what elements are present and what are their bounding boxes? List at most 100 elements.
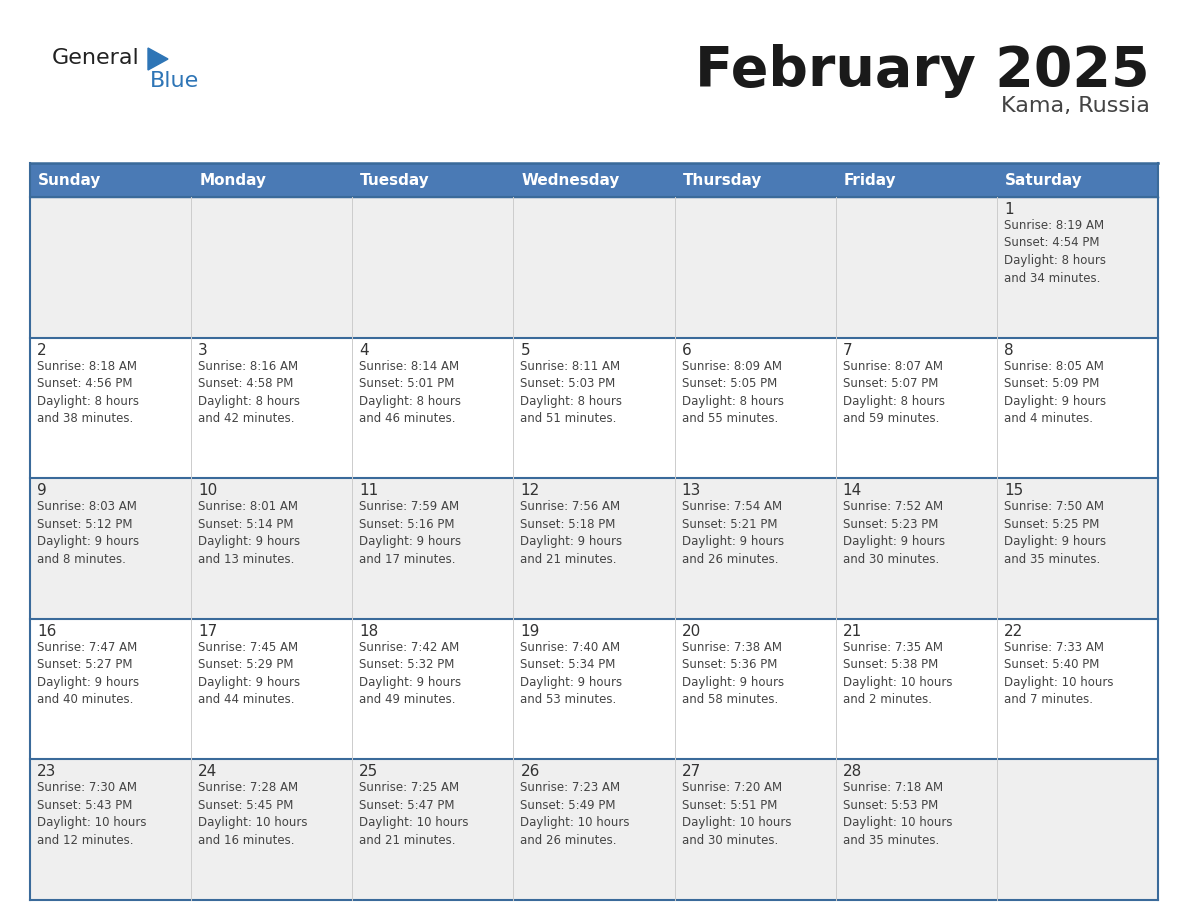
Text: 21: 21 (842, 624, 862, 639)
Bar (353, 759, 513, 900)
Text: 2: 2 (37, 342, 46, 358)
Text: 12: 12 (520, 483, 539, 498)
Text: 15: 15 (1004, 483, 1023, 498)
Bar (997, 197, 1158, 338)
Bar (513, 759, 675, 900)
Text: Sunrise: 7:25 AM
Sunset: 5:47 PM
Daylight: 10 hours
and 21 minutes.: Sunrise: 7:25 AM Sunset: 5:47 PM Dayligh… (359, 781, 469, 847)
Bar (513, 478, 675, 619)
Bar (835, 478, 997, 619)
Text: February 2025: February 2025 (695, 44, 1150, 98)
Text: Sunrise: 8:09 AM
Sunset: 5:05 PM
Daylight: 8 hours
and 55 minutes.: Sunrise: 8:09 AM Sunset: 5:05 PM Dayligh… (682, 360, 784, 425)
Bar (513, 619, 675, 759)
Bar (835, 619, 997, 759)
Bar (30, 478, 191, 619)
Bar (30, 197, 191, 338)
Text: Sunrise: 7:28 AM
Sunset: 5:45 PM
Daylight: 10 hours
and 16 minutes.: Sunrise: 7:28 AM Sunset: 5:45 PM Dayligh… (198, 781, 308, 847)
Text: Kama, Russia: Kama, Russia (1001, 96, 1150, 116)
Text: 18: 18 (359, 624, 379, 639)
Bar (675, 619, 835, 759)
Text: 3: 3 (198, 342, 208, 358)
Polygon shape (148, 48, 168, 70)
Bar (835, 197, 997, 338)
Bar (191, 759, 353, 900)
Text: 22: 22 (1004, 624, 1023, 639)
Text: 24: 24 (198, 765, 217, 779)
Bar (997, 619, 1158, 759)
Text: 25: 25 (359, 765, 379, 779)
Bar (675, 338, 835, 478)
Bar (835, 338, 997, 478)
Bar (353, 478, 513, 619)
Text: Sunrise: 8:16 AM
Sunset: 4:58 PM
Daylight: 8 hours
and 42 minutes.: Sunrise: 8:16 AM Sunset: 4:58 PM Dayligh… (198, 360, 301, 425)
Text: 20: 20 (682, 624, 701, 639)
Text: General: General (52, 48, 140, 68)
Bar (513, 163, 675, 197)
Text: Wednesday: Wednesday (522, 173, 620, 187)
Text: 16: 16 (37, 624, 56, 639)
Text: 13: 13 (682, 483, 701, 498)
Text: 6: 6 (682, 342, 691, 358)
Text: Saturday: Saturday (1005, 173, 1082, 187)
Text: 1: 1 (1004, 202, 1013, 217)
Text: Sunrise: 7:35 AM
Sunset: 5:38 PM
Daylight: 10 hours
and 2 minutes.: Sunrise: 7:35 AM Sunset: 5:38 PM Dayligh… (842, 641, 953, 706)
Text: 26: 26 (520, 765, 539, 779)
Text: Sunrise: 8:19 AM
Sunset: 4:54 PM
Daylight: 8 hours
and 34 minutes.: Sunrise: 8:19 AM Sunset: 4:54 PM Dayligh… (1004, 219, 1106, 285)
Text: Sunrise: 8:07 AM
Sunset: 5:07 PM
Daylight: 8 hours
and 59 minutes.: Sunrise: 8:07 AM Sunset: 5:07 PM Dayligh… (842, 360, 944, 425)
Bar (353, 163, 513, 197)
Bar (191, 197, 353, 338)
Text: Tuesday: Tuesday (360, 173, 430, 187)
Text: Sunrise: 8:18 AM
Sunset: 4:56 PM
Daylight: 8 hours
and 38 minutes.: Sunrise: 8:18 AM Sunset: 4:56 PM Dayligh… (37, 360, 139, 425)
Text: Sunrise: 7:52 AM
Sunset: 5:23 PM
Daylight: 9 hours
and 30 minutes.: Sunrise: 7:52 AM Sunset: 5:23 PM Dayligh… (842, 500, 944, 565)
Bar (353, 338, 513, 478)
Text: Sunrise: 7:18 AM
Sunset: 5:53 PM
Daylight: 10 hours
and 35 minutes.: Sunrise: 7:18 AM Sunset: 5:53 PM Dayligh… (842, 781, 953, 847)
Text: Sunrise: 7:54 AM
Sunset: 5:21 PM
Daylight: 9 hours
and 26 minutes.: Sunrise: 7:54 AM Sunset: 5:21 PM Dayligh… (682, 500, 784, 565)
Text: 4: 4 (359, 342, 369, 358)
Bar (191, 338, 353, 478)
Bar (675, 478, 835, 619)
Text: 23: 23 (37, 765, 56, 779)
Bar (675, 163, 835, 197)
Text: Friday: Friday (843, 173, 896, 187)
Text: Sunrise: 8:14 AM
Sunset: 5:01 PM
Daylight: 8 hours
and 46 minutes.: Sunrise: 8:14 AM Sunset: 5:01 PM Dayligh… (359, 360, 461, 425)
Bar (191, 163, 353, 197)
Bar (191, 478, 353, 619)
Text: Sunrise: 7:40 AM
Sunset: 5:34 PM
Daylight: 9 hours
and 53 minutes.: Sunrise: 7:40 AM Sunset: 5:34 PM Dayligh… (520, 641, 623, 706)
Text: Sunrise: 8:11 AM
Sunset: 5:03 PM
Daylight: 8 hours
and 51 minutes.: Sunrise: 8:11 AM Sunset: 5:03 PM Dayligh… (520, 360, 623, 425)
Text: Sunrise: 7:47 AM
Sunset: 5:27 PM
Daylight: 9 hours
and 40 minutes.: Sunrise: 7:47 AM Sunset: 5:27 PM Dayligh… (37, 641, 139, 706)
Bar (191, 619, 353, 759)
Text: 7: 7 (842, 342, 852, 358)
Text: 8: 8 (1004, 342, 1013, 358)
Text: Sunrise: 8:03 AM
Sunset: 5:12 PM
Daylight: 9 hours
and 8 minutes.: Sunrise: 8:03 AM Sunset: 5:12 PM Dayligh… (37, 500, 139, 565)
Text: 5: 5 (520, 342, 530, 358)
Bar (835, 759, 997, 900)
Bar (997, 478, 1158, 619)
Text: Sunrise: 8:05 AM
Sunset: 5:09 PM
Daylight: 9 hours
and 4 minutes.: Sunrise: 8:05 AM Sunset: 5:09 PM Dayligh… (1004, 360, 1106, 425)
Text: 14: 14 (842, 483, 862, 498)
Text: Sunrise: 7:30 AM
Sunset: 5:43 PM
Daylight: 10 hours
and 12 minutes.: Sunrise: 7:30 AM Sunset: 5:43 PM Dayligh… (37, 781, 146, 847)
Text: 28: 28 (842, 765, 862, 779)
Text: Sunrise: 7:42 AM
Sunset: 5:32 PM
Daylight: 9 hours
and 49 minutes.: Sunrise: 7:42 AM Sunset: 5:32 PM Dayligh… (359, 641, 461, 706)
Text: 9: 9 (37, 483, 46, 498)
Text: Monday: Monday (200, 173, 266, 187)
Bar (30, 619, 191, 759)
Text: Sunrise: 7:59 AM
Sunset: 5:16 PM
Daylight: 9 hours
and 17 minutes.: Sunrise: 7:59 AM Sunset: 5:16 PM Dayligh… (359, 500, 461, 565)
Text: Sunrise: 7:38 AM
Sunset: 5:36 PM
Daylight: 9 hours
and 58 minutes.: Sunrise: 7:38 AM Sunset: 5:36 PM Dayligh… (682, 641, 784, 706)
Text: 27: 27 (682, 765, 701, 779)
Text: Sunrise: 7:45 AM
Sunset: 5:29 PM
Daylight: 9 hours
and 44 minutes.: Sunrise: 7:45 AM Sunset: 5:29 PM Dayligh… (198, 641, 301, 706)
Text: Sunrise: 7:20 AM
Sunset: 5:51 PM
Daylight: 10 hours
and 30 minutes.: Sunrise: 7:20 AM Sunset: 5:51 PM Dayligh… (682, 781, 791, 847)
Bar (675, 197, 835, 338)
Text: 17: 17 (198, 624, 217, 639)
Bar (513, 197, 675, 338)
Bar (30, 338, 191, 478)
Text: 11: 11 (359, 483, 379, 498)
Bar (353, 619, 513, 759)
Text: Sunrise: 7:50 AM
Sunset: 5:25 PM
Daylight: 9 hours
and 35 minutes.: Sunrise: 7:50 AM Sunset: 5:25 PM Dayligh… (1004, 500, 1106, 565)
Bar (30, 163, 191, 197)
Text: Sunrise: 7:33 AM
Sunset: 5:40 PM
Daylight: 10 hours
and 7 minutes.: Sunrise: 7:33 AM Sunset: 5:40 PM Dayligh… (1004, 641, 1113, 706)
Text: Sunday: Sunday (38, 173, 101, 187)
Bar (997, 338, 1158, 478)
Text: Blue: Blue (150, 71, 200, 91)
Text: 19: 19 (520, 624, 539, 639)
Bar (997, 163, 1158, 197)
Bar (30, 759, 191, 900)
